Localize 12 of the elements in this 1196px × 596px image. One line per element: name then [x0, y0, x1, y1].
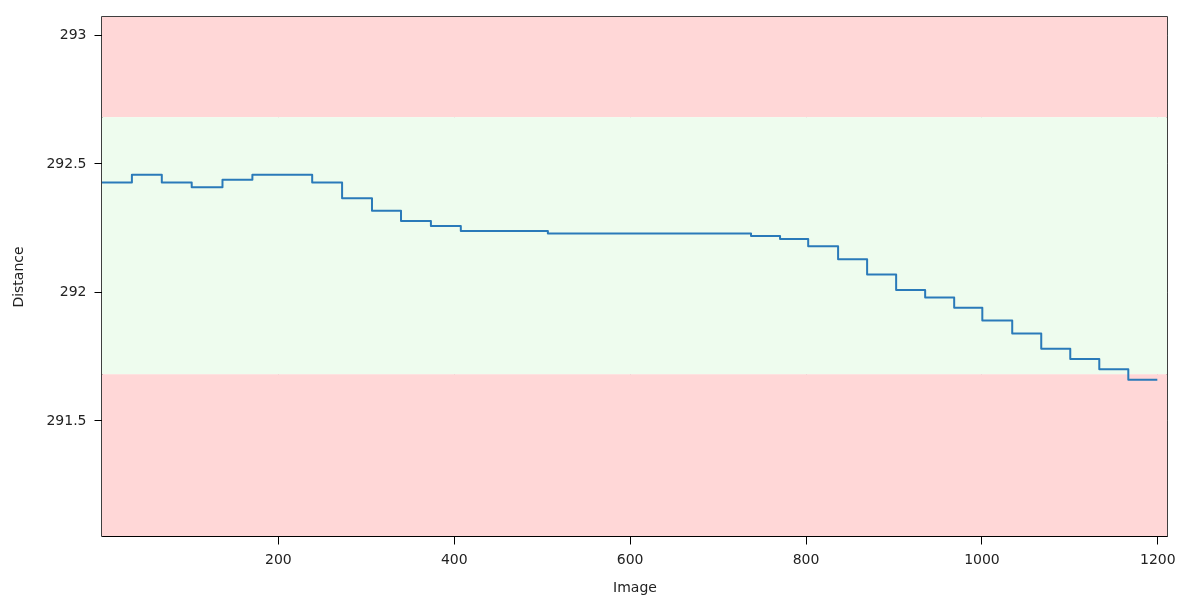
y-tick-label: 292.5 — [46, 154, 87, 171]
y-tick-label: 293 — [59, 26, 87, 43]
y-axis-title: Distance — [10, 246, 27, 308]
x-tick-label: 400 — [440, 550, 468, 567]
x-tick-label: 1200 — [1140, 550, 1176, 567]
y-tick-label: 291.5 — [46, 411, 87, 428]
x-tick-label: 800 — [792, 550, 820, 567]
y-tick-label: 292 — [59, 283, 87, 300]
x-tick-label: 600 — [616, 550, 644, 567]
x-tick-label: 200 — [265, 550, 292, 567]
x-tick-label: 1000 — [964, 550, 1000, 567]
x-axis-title: Image — [613, 578, 657, 595]
